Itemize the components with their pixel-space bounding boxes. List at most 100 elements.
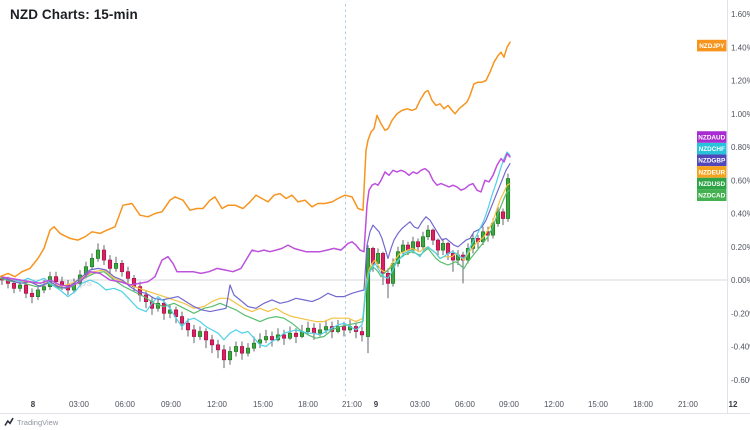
candle-down bbox=[435, 239, 441, 251]
axis-badge-nzdcad bbox=[697, 189, 727, 202]
candle-down bbox=[269, 336, 275, 341]
time-tick-label: 18:00 bbox=[298, 400, 319, 409]
candle-down bbox=[359, 331, 365, 336]
candle-down bbox=[107, 259, 113, 269]
candle-down bbox=[209, 339, 215, 346]
price-axis[interactable]: 1.60% 1.40% 1.20% 1.00% 0.80% 0.60% 0.40% 0.20%… bbox=[731, 10, 750, 385]
candle-up bbox=[375, 253, 381, 264]
candle-down bbox=[125, 271, 131, 279]
candle-up bbox=[420, 236, 426, 248]
axis-badge-label: NZDJPY bbox=[699, 43, 725, 50]
candle-up bbox=[257, 339, 263, 344]
candle-down bbox=[11, 282, 17, 289]
candle-down bbox=[239, 346, 245, 354]
candle-up bbox=[17, 284, 23, 289]
candle-down bbox=[415, 241, 421, 248]
price-tick-label: 1.60% bbox=[731, 10, 750, 19]
price-tick-label: -0.20% bbox=[731, 309, 750, 318]
candle-up bbox=[233, 346, 239, 352]
price-tick-label: 1.00% bbox=[731, 110, 750, 119]
axis-badge-nzdchf bbox=[697, 142, 727, 155]
series-nzdaud-line bbox=[0, 152, 511, 288]
time-tick-label: 09:00 bbox=[499, 400, 520, 409]
candle-down bbox=[341, 326, 347, 331]
candle-down bbox=[53, 276, 59, 283]
candle-up bbox=[197, 331, 203, 337]
candle-down bbox=[185, 322, 191, 331]
candle-up bbox=[317, 329, 323, 334]
time-tick-label: 12:00 bbox=[207, 400, 228, 409]
price-tick-label: 0.40% bbox=[731, 210, 750, 219]
candle-down bbox=[23, 284, 29, 294]
candle-up bbox=[323, 326, 329, 331]
time-tick-label: 03:00 bbox=[69, 400, 90, 409]
time-tick-date: 8 bbox=[31, 400, 36, 409]
price-tick-label: 0.80% bbox=[731, 143, 750, 152]
candle-down bbox=[161, 302, 167, 314]
candle-up bbox=[365, 248, 371, 337]
candle-down bbox=[380, 253, 386, 274]
axis-badge-label: NZDAUD bbox=[698, 134, 725, 141]
candle-down bbox=[173, 309, 179, 317]
time-tick-label: 06:00 bbox=[455, 400, 476, 409]
axis-badge-label: NZDCHF bbox=[699, 146, 725, 153]
candle-up bbox=[470, 238, 476, 249]
price-tick-label: -0.60% bbox=[731, 376, 750, 385]
time-tick-label: 09:00 bbox=[161, 400, 182, 409]
axis-badge-label: NZDCAD bbox=[698, 193, 725, 200]
candle-up bbox=[400, 244, 406, 253]
candle-down bbox=[119, 263, 125, 273]
attribution-row: TradingView bbox=[4, 417, 58, 427]
axis-badge-label: NZDEUR bbox=[698, 169, 725, 176]
candle-up bbox=[440, 243, 446, 251]
chart-title: NZD Charts: 15-min bbox=[10, 7, 138, 22]
candle-up bbox=[305, 327, 311, 332]
series-nzdjpy-line bbox=[0, 41, 511, 278]
time-tick-label: 21:00 bbox=[678, 400, 699, 409]
candle-down bbox=[293, 332, 299, 337]
candle-down bbox=[191, 329, 197, 337]
time-tick-date: 12 bbox=[729, 400, 738, 409]
candle-down bbox=[430, 229, 436, 241]
series-nzdgbp-line bbox=[0, 163, 511, 313]
candle-down bbox=[179, 316, 185, 324]
candle-up bbox=[35, 289, 41, 297]
candle-down bbox=[445, 243, 451, 254]
candle-up bbox=[263, 336, 269, 341]
axis-badge-label: NZDUSD bbox=[698, 181, 725, 188]
tradingview-attribution-link[interactable]: TradingView bbox=[17, 417, 59, 427]
candle-up bbox=[410, 241, 416, 251]
candle-up bbox=[505, 178, 511, 219]
series-nzdchf-line bbox=[0, 151, 511, 348]
axis-badge-nzdusd bbox=[697, 177, 727, 190]
time-tick-label: 15:00 bbox=[253, 400, 274, 409]
time-tick-label: 06:00 bbox=[115, 400, 136, 409]
candle-down bbox=[29, 292, 35, 297]
candle-up bbox=[41, 286, 47, 291]
tradingview-logo-icon bbox=[4, 417, 14, 426]
candle-up bbox=[251, 342, 257, 349]
candle-up bbox=[113, 263, 119, 269]
candle-up bbox=[287, 332, 293, 339]
axis-badges: NZDJPY NZDAUD NZDCHF NZDGBP NZDEUR NZDCAD NZDU… bbox=[697, 39, 727, 202]
candle-up bbox=[227, 351, 233, 361]
candle-down bbox=[311, 327, 317, 334]
time-tick-label: 18:00 bbox=[633, 400, 654, 409]
axis-badge-label: NZDGBP bbox=[698, 158, 726, 165]
candle-down bbox=[281, 334, 287, 339]
time-axis[interactable]: 8 03:00 06:00 09:00 12:00 15:00 18:00 21:00 9 03:… bbox=[31, 400, 738, 409]
candle-down bbox=[221, 349, 227, 361]
candle-down bbox=[203, 331, 209, 341]
candle-up bbox=[335, 326, 341, 332]
series-nzdcad-line bbox=[0, 189, 511, 339]
candle-up bbox=[89, 258, 95, 268]
price-tick-label: 0.60% bbox=[731, 176, 750, 185]
axis-badge-nzdgbp bbox=[697, 154, 727, 167]
series-nzdeur-line bbox=[0, 183, 511, 323]
time-tick-label: 21:00 bbox=[342, 400, 363, 409]
time-tick-label: 15:00 bbox=[588, 400, 609, 409]
candle-down bbox=[215, 344, 221, 351]
candle-up bbox=[95, 249, 101, 259]
